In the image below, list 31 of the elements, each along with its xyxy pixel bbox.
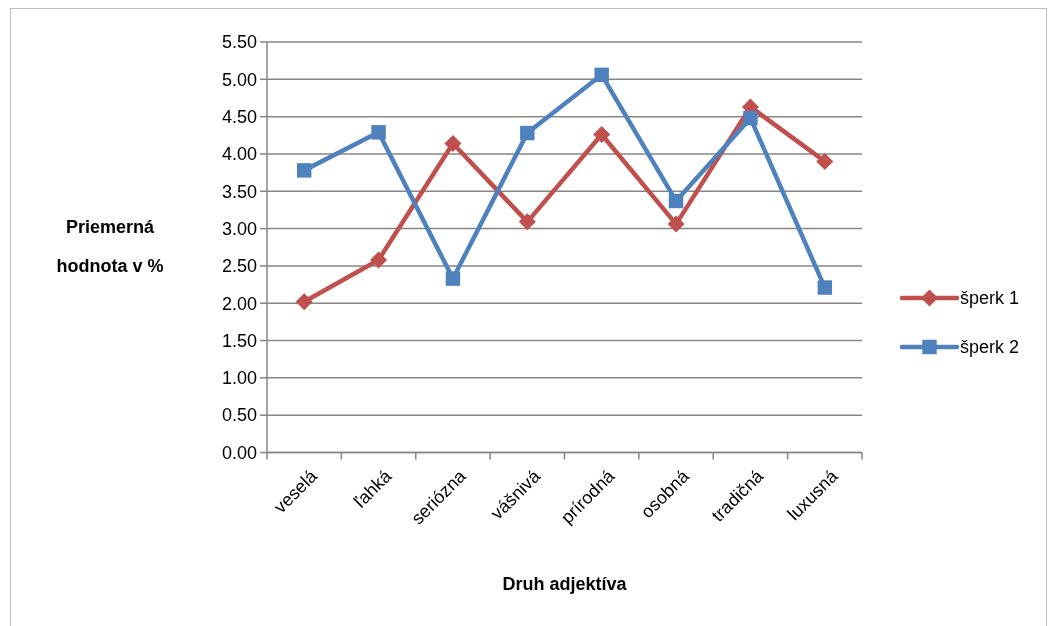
point — [594, 67, 609, 83]
y-tick-label: 4.00 — [221, 144, 257, 165]
y-tick-label: 5.50 — [221, 32, 257, 53]
point — [817, 280, 833, 295]
point — [370, 251, 388, 269]
point — [593, 126, 611, 144]
legend-label: šperk 1 — [960, 288, 1020, 309]
point — [816, 152, 834, 170]
y-tick-label: 5.00 — [221, 69, 257, 90]
y-tick-label: 2.00 — [221, 293, 257, 314]
y-tick-label: 4.50 — [221, 106, 257, 127]
point — [518, 213, 536, 231]
point — [668, 193, 684, 209]
y-tick-label: 3.50 — [221, 181, 257, 202]
point — [520, 125, 535, 141]
point — [295, 293, 313, 311]
legend-label: šperk 2 — [960, 337, 1020, 358]
y-axis-title: Priemerná hodnota v % — [56, 217, 164, 277]
y-tick-label: 0.50 — [221, 405, 257, 426]
x-axis-title: Druh adjektíva — [502, 574, 628, 594]
y-tick-label: 1.50 — [221, 330, 257, 351]
point — [296, 163, 312, 178]
point — [445, 271, 461, 286]
y-tick-label: 3.00 — [221, 218, 257, 239]
point — [371, 125, 386, 140]
y-tick-label: 1.00 — [221, 368, 257, 389]
point — [667, 215, 685, 233]
y-tick-label: 2.50 — [221, 256, 257, 277]
y-tick-label: 0.00 — [221, 442, 257, 463]
point — [743, 110, 758, 126]
point — [444, 135, 462, 153]
